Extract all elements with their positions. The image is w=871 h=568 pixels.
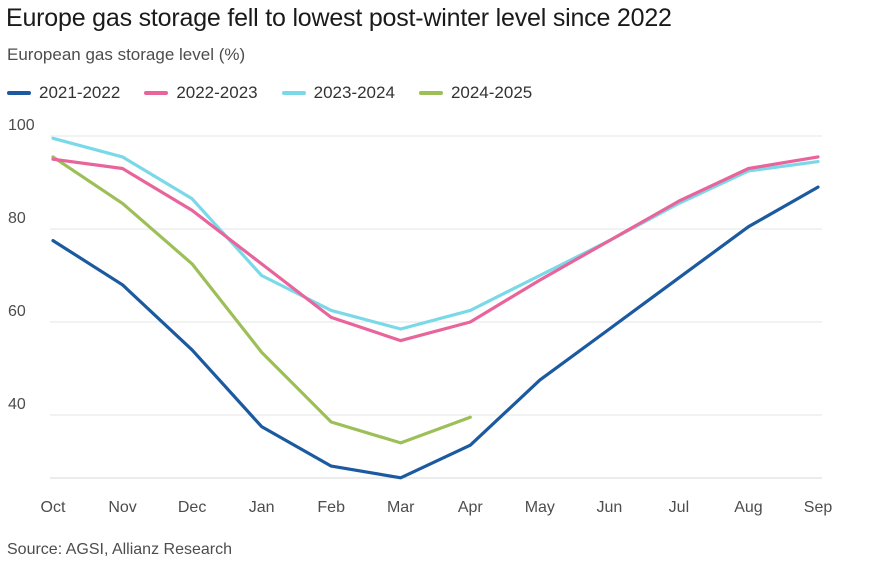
legend-label-2024-2025: 2024-2025: [450, 83, 533, 102]
legend-item-2024-2025: 2024-2025: [418, 83, 533, 103]
legend-label-2021-2022: 2021-2022: [39, 83, 121, 102]
x-tick-label-jan: Jan: [249, 499, 275, 516]
series-line-2022-2023: [51, 155, 820, 343]
x-tick-label-dec: Dec: [178, 499, 206, 516]
legend-swatch-2024-2025: [418, 91, 443, 95]
legend-swatch-2021-2022: [7, 91, 31, 95]
x-tick-label-aug: Aug: [734, 499, 762, 516]
y-tick-label-80: 80: [8, 210, 26, 227]
legend-label-2023-2024: 2023-2024: [313, 83, 395, 102]
legend-swatch-2023-2024: [281, 91, 306, 95]
x-tick-label-mar: Mar: [387, 499, 415, 516]
x-tick-label-nov: Nov: [108, 499, 136, 516]
y-tick-label-40: 40: [8, 396, 26, 413]
x-tick-label-apr: Apr: [458, 499, 484, 516]
legend: 2021-2022 2022-2023 2023-2024 2024-2025: [7, 82, 556, 104]
x-tick-label-jun: Jun: [596, 499, 622, 516]
chart-title: Europe gas storage fell to lowest post-w…: [6, 4, 672, 32]
source-note: Source: AGSI, Allianz Research: [7, 541, 232, 558]
x-tick-label-jul: Jul: [669, 499, 689, 516]
x-tick-label-may: May: [525, 499, 555, 516]
y-tick-label-100: 100: [8, 117, 35, 134]
x-tick-label-oct: Oct: [41, 499, 66, 516]
legend-swatch-2022-2023: [144, 91, 169, 95]
legend-label-2022-2023: 2022-2023: [176, 83, 258, 102]
legend-item-2022-2023: 2022-2023: [144, 83, 258, 103]
legend-item-2021-2022: 2021-2022: [7, 83, 120, 103]
legend-item-2023-2024: 2023-2024: [281, 83, 395, 103]
chart-subtitle: European gas storage level (%): [7, 45, 246, 64]
x-tick-label-sep: Sep: [804, 499, 833, 516]
x-tick-label-feb: Feb: [317, 499, 345, 516]
y-tick-label-60: 60: [8, 303, 26, 320]
series-line-2023-2024: [51, 136, 820, 331]
series-line-2024-2025: [51, 155, 472, 445]
series-line-2021-2022: [51, 185, 820, 480]
